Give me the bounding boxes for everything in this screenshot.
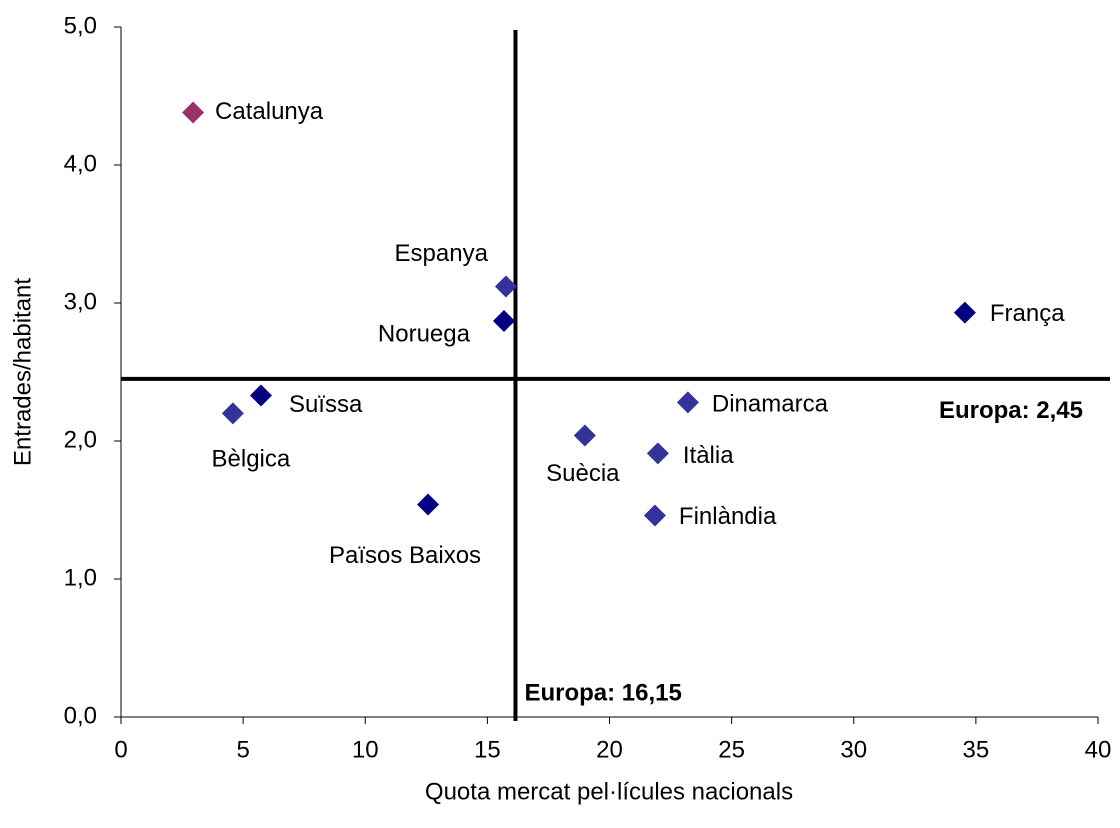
x-tick-label: 15 xyxy=(474,736,501,763)
point xyxy=(494,275,517,298)
y-tick-label: 4,0 xyxy=(64,150,97,177)
point-label: França xyxy=(990,300,1065,327)
y-tick-label: 1,0 xyxy=(64,564,97,591)
reference-label: Europa: 16,15 xyxy=(524,679,681,706)
point-label: Noruega xyxy=(378,320,471,347)
point xyxy=(221,402,244,425)
point-label: Suècia xyxy=(546,460,620,487)
x-tick-label: 30 xyxy=(840,736,867,763)
y-tick-label: 0,0 xyxy=(64,702,97,729)
point xyxy=(417,493,440,516)
reference-label: Europa: 2,45 xyxy=(939,397,1083,424)
y-tick-label: 5,0 xyxy=(64,12,97,39)
point-label: Catalunya xyxy=(215,98,324,125)
point xyxy=(646,442,669,465)
point xyxy=(492,309,515,332)
point-label: Dinamarca xyxy=(712,391,829,418)
point-label: Suïssa xyxy=(289,391,363,418)
x-tick-label: 35 xyxy=(963,736,990,763)
point xyxy=(249,384,272,407)
point xyxy=(573,424,596,447)
point xyxy=(643,504,666,527)
x-axis-label: Quota mercat pel·lícules nacionals xyxy=(425,778,793,805)
point xyxy=(676,391,699,414)
point-label: Finlàndia xyxy=(679,503,777,530)
point-label: Itàlia xyxy=(683,442,734,469)
x-tick-label: 10 xyxy=(352,736,379,763)
x-tick-label: 40 xyxy=(1085,736,1112,763)
y-tick-label: 2,0 xyxy=(64,426,97,453)
point xyxy=(182,101,205,124)
y-tick-label: 3,0 xyxy=(64,288,97,315)
x-tick-label: 5 xyxy=(236,736,249,763)
x-tick-label: 25 xyxy=(718,736,745,763)
point-label: Espanya xyxy=(395,240,489,267)
y-axis-label: Entrades/habitant xyxy=(9,278,36,466)
x-tick-label: 20 xyxy=(596,736,623,763)
point xyxy=(953,301,976,324)
point-label: Bèlgica xyxy=(212,446,291,473)
point-label: Països Baixos xyxy=(329,542,481,569)
x-tick-label: 0 xyxy=(114,736,127,763)
